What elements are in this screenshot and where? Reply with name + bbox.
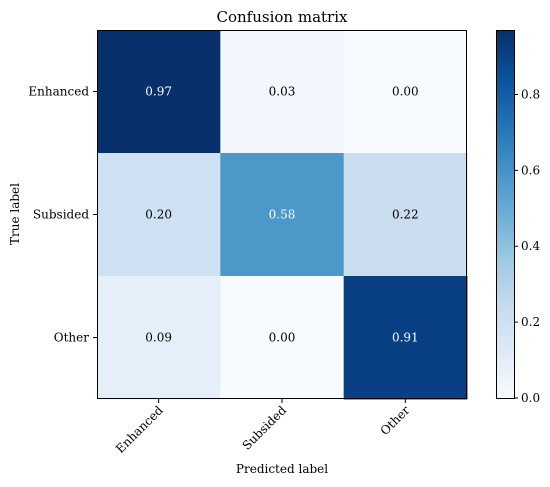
colorbar-ticks: 0.0 0.2 0.4 0.6 0.8: [514, 87, 540, 405]
colorbar-tick-label-2: 0.4: [521, 239, 540, 253]
x-axis-label: Predicted label: [236, 462, 328, 476]
heatmap-cell-0-2: [343, 30, 468, 154]
colorbar-tick-label-0: 0.0: [521, 391, 540, 405]
heatmap-cell-0-0: [97, 30, 221, 154]
cell-value-label-1-0: 0.20: [145, 208, 172, 222]
y-tick-label-2: Other: [54, 331, 89, 345]
y-tick-label-1: Subsided: [33, 208, 89, 222]
heatmap-cell-1-1: [220, 153, 345, 277]
x-axis-ticks: Enhanced Subsided Other: [113, 399, 413, 456]
colorbar: [496, 30, 514, 398]
cell-value-label-2-1: 0.00: [269, 331, 296, 345]
cell-value-label-0-1: 0.03: [269, 85, 296, 99]
x-tick-label-1: Subsided: [240, 403, 290, 453]
cell-value-label-0-2: 0.00: [392, 85, 419, 99]
cell-value-label-2-2: 0.91: [392, 331, 419, 345]
cell-value-label-1-1: 0.58: [269, 208, 296, 222]
heatmap-cell-labels: 0.97 0.03 0.00 0.20 0.58 0.22 0.09 0.00 0.91: [145, 85, 418, 345]
colorbar-frame: [496, 30, 515, 399]
cell-value-label-2-0: 0.09: [145, 331, 172, 345]
colorbar-tick-label-3: 0.6: [521, 163, 540, 177]
plot-frame: [97, 30, 467, 399]
cell-value-label-1-2: 0.22: [392, 208, 419, 222]
colorbar-tick-label-1: 0.2: [521, 315, 540, 329]
colorbar-tick-label-4: 0.8: [521, 87, 540, 101]
heatmap-cell-2-1: [220, 276, 345, 400]
cell-value-label-0-0: 0.97: [145, 85, 172, 99]
heatmap-cell-0-1: [220, 30, 345, 154]
chart-title: Confusion matrix: [217, 8, 348, 26]
heatmap-cell-2-0: [97, 276, 221, 400]
heatmap-cells: [97, 30, 468, 400]
y-tick-label-0: Enhanced: [28, 85, 89, 99]
heatmap-cell-2-2: [343, 276, 468, 400]
y-axis-ticks: Enhanced Subsided Other: [28, 85, 97, 345]
x-tick-label-0: Enhanced: [113, 403, 166, 456]
heatmap-cell-1-0: [97, 153, 221, 277]
heatmap-cell-1-2: [343, 153, 468, 277]
y-axis-label: True label: [8, 183, 22, 245]
x-tick-label-2: Other: [378, 403, 413, 438]
